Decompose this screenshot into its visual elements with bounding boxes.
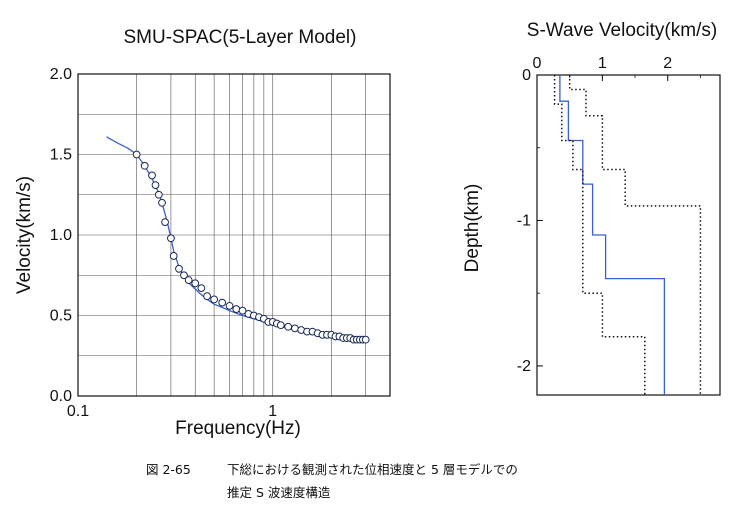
- profile-x-tick-label: 2: [663, 55, 672, 72]
- spac-observed-point: [218, 298, 227, 307]
- profile-y-axis-label: Depth(km): [462, 184, 483, 273]
- spac-observed-point: [238, 306, 247, 315]
- spac-observed-point: [148, 171, 156, 180]
- spac-y-tick-label: 1.5: [50, 147, 72, 164]
- spac-y-tick-label: 1.0: [50, 227, 72, 244]
- spac-observed-point: [175, 264, 183, 273]
- profile-x-tick-label: 0: [533, 55, 542, 72]
- spac-x-tick-label: 1: [268, 403, 277, 420]
- velocity-profile-chart: S-Wave Velocity(km/s) 0 1 2 0 -1 -2 Depth(km): [462, 20, 721, 396]
- spac-observed-point: [225, 301, 234, 310]
- profile-series: [553, 75, 702, 395]
- profile-ticks: 0 1 2 0 -1 -2: [517, 55, 701, 375]
- profile-bound-line: [568, 75, 702, 395]
- profile-y-tick-label: 0: [522, 67, 531, 84]
- spac-observed-point: [361, 335, 370, 344]
- spac-observed-point: [232, 305, 241, 313]
- profile-y-tick-label: -2: [517, 358, 531, 375]
- spac-ticks: 0.1 1 0.0 0.5 1.0 1.5 2.0: [50, 66, 278, 420]
- spac-observed-point: [161, 218, 169, 227]
- spac-observed-point: [184, 276, 193, 284]
- profile-plot-frame: [536, 74, 721, 396]
- profile-y-tick-label: -1: [517, 212, 531, 229]
- profile-chart-title: S-Wave Velocity(km/s): [527, 20, 717, 41]
- spac-observed-point: [210, 295, 219, 304]
- spac-observed-point: [167, 234, 175, 243]
- spac-grid: [78, 74, 390, 396]
- caption-line-2: 推定 S 波速度構造: [227, 485, 331, 500]
- spac-chart-title: SMU-SPAC(5-Layer Model): [124, 27, 357, 48]
- profile-bound-line: [553, 75, 646, 395]
- spac-x-tick-label: 0.1: [67, 403, 89, 420]
- figure-caption: 図 2-65 下総における観測された位相速度と 5 層モデルでの 推定 S 波速…: [146, 462, 518, 500]
- spac-observed-point: [191, 279, 200, 288]
- spac-observed-point: [284, 322, 293, 331]
- spac-y-tick-label: 0.5: [50, 308, 72, 325]
- spac-observed-point: [140, 161, 149, 170]
- spac-observed-point: [197, 284, 206, 293]
- spac-plot-frame: [77, 73, 391, 397]
- spac-observed-point: [203, 292, 211, 301]
- spac-y-tick-label: 2.0: [50, 66, 72, 83]
- spac-observed-point: [151, 181, 160, 189]
- spac-observed-point: [158, 198, 166, 207]
- spac-observed-point: [132, 150, 141, 159]
- spac-x-axis-label: Frequency(Hz): [175, 418, 301, 439]
- spac-observed-point: [154, 190, 163, 199]
- profile-x-tick-label: 1: [598, 55, 607, 72]
- spac-observed-point: [180, 271, 188, 280]
- spac-series: [106, 136, 370, 344]
- spac-observed-point: [276, 321, 285, 330]
- spac-y-tick-label: 0.0: [50, 388, 72, 405]
- spac-y-axis-label: Velocity(km/s): [14, 176, 35, 294]
- profile-model-line: [559, 75, 666, 395]
- spac-observed-point: [291, 324, 299, 333]
- caption-line-1: 下総における観測された位相速度と 5 層モデルでの: [227, 462, 518, 477]
- caption-figure-number: 図 2-65: [146, 462, 191, 477]
- spac-observed-point: [169, 252, 178, 260]
- spac-chart: SMU-SPAC(5-Layer Model) 0.1 1 0.0 0.5 1.0 1.5…: [14, 27, 391, 439]
